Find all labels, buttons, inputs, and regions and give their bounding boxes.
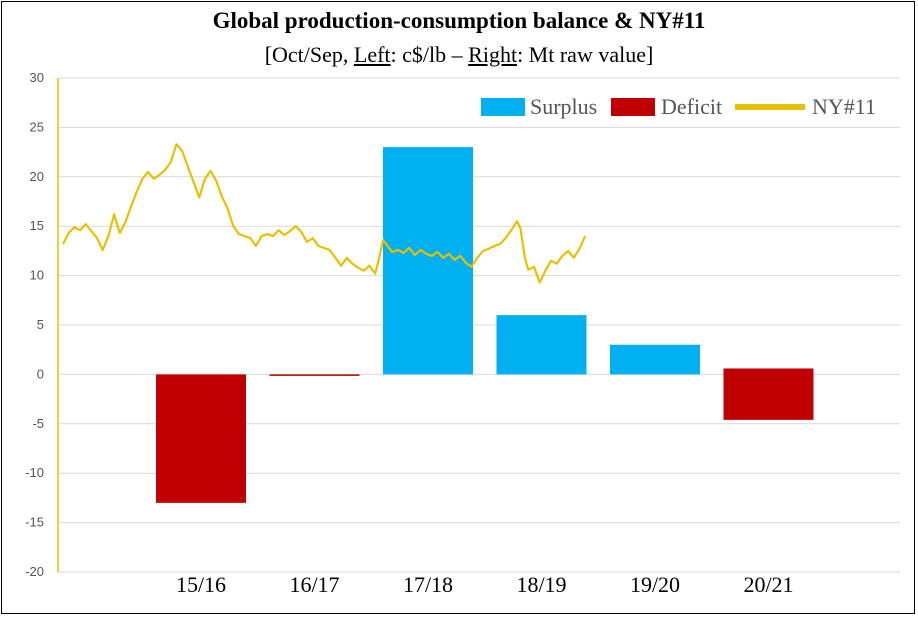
deficit-bar	[156, 374, 246, 503]
x-category-label: 20/21	[743, 572, 793, 597]
chart-title: Global production-consumption balance & …	[212, 8, 706, 33]
legend-ny11-swatch	[735, 104, 805, 110]
legend-ny11-label: NY#11	[812, 94, 876, 119]
x-category-label: 18/19	[516, 572, 566, 597]
y-tick-label: 10	[30, 268, 44, 283]
y-tick-label: -20	[25, 564, 44, 579]
y-tick-label: 0	[37, 366, 44, 381]
x-category-label: 16/17	[289, 572, 339, 597]
surplus-bar	[610, 344, 700, 375]
y-tick-label: 25	[30, 119, 44, 134]
y-tick-label: 5	[37, 317, 44, 332]
surplus-bar	[496, 315, 587, 375]
x-category-label: 19/20	[630, 572, 680, 597]
legend-deficit-label: Deficit	[661, 94, 722, 119]
y-tick-label: 20	[30, 169, 44, 184]
legend-surplus-swatch	[481, 98, 525, 116]
subtitle-part-1: [Oct/Sep,	[264, 42, 354, 67]
surplus-bar	[383, 147, 473, 375]
y-tick-label: -5	[32, 416, 44, 431]
subtitle-part-3: : c$/lb –	[390, 42, 469, 67]
legend-surplus-label: Surplus	[530, 94, 597, 119]
subtitle-part-5: : Mt raw value]	[517, 42, 654, 67]
x-axis-categories: 15/16 16/17 17/18 18/19 19/20 20/21	[176, 572, 794, 597]
y-axis: -20 -15 -10 -5 0 5 10 15 20 25 30	[25, 70, 59, 579]
subtitle-right-label: Right	[468, 42, 518, 67]
y-tick-label: -15	[25, 515, 44, 530]
y-tick-label: 30	[30, 70, 44, 85]
deficit-bar	[723, 368, 814, 420]
chart-subtitle: [Oct/Sep, Left: c$/lb – Right: Mt raw va…	[0, 42, 918, 68]
legend: Surplus Deficit NY#11	[481, 94, 876, 119]
y-tick-label: -10	[25, 465, 44, 480]
ny11-line	[62, 143, 587, 284]
price-line	[62, 143, 587, 284]
x-category-label: 15/16	[176, 572, 226, 597]
x-category-label: 17/18	[403, 572, 453, 597]
subtitle-left-label: Left	[353, 42, 391, 67]
y-tick-label: 15	[30, 218, 44, 233]
deficit-bar	[269, 374, 360, 376]
bars	[156, 147, 814, 503]
legend-deficit-swatch	[611, 98, 655, 116]
